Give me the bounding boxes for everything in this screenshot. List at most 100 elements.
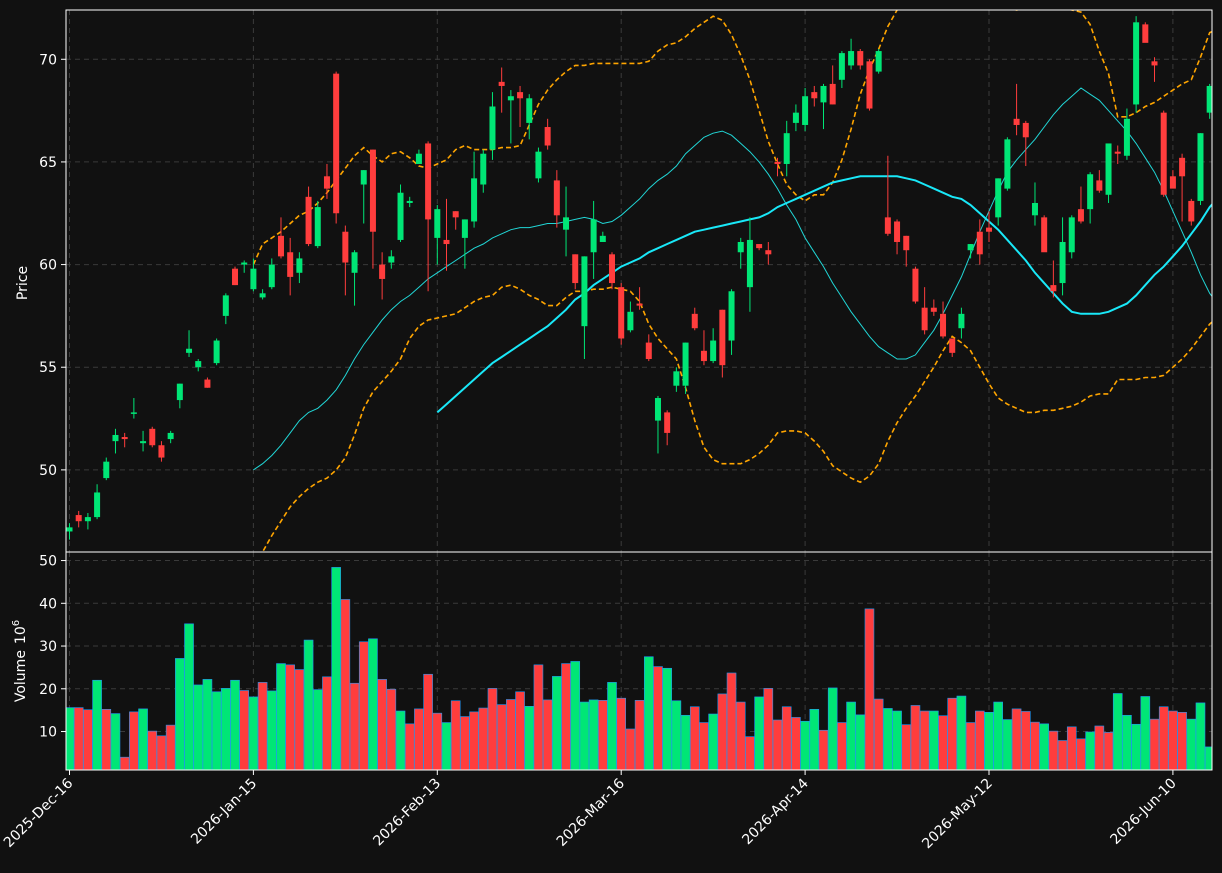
price-grid — [66, 10, 1212, 552]
candle-body — [1022, 122, 1029, 138]
candle-body — [1169, 176, 1176, 189]
volume-bar — [910, 705, 921, 770]
volume-bar — [496, 704, 507, 770]
volume-bar — [570, 661, 581, 770]
volume-bar — [147, 730, 158, 770]
volume-bar — [708, 713, 718, 770]
volume-bar — [809, 709, 820, 770]
volume-bar — [257, 682, 268, 770]
volume-y-axis-ticks: 10 20 30 40 50 — [39, 554, 66, 741]
candle-body — [1123, 118, 1130, 156]
candle-body — [287, 252, 294, 277]
volume-bar — [469, 711, 479, 770]
volume-bar — [763, 688, 774, 770]
candle-body — [838, 53, 845, 80]
volume-bar — [349, 682, 360, 770]
volume-bar — [460, 716, 470, 770]
candle-body — [1188, 200, 1195, 222]
candle-body — [1077, 209, 1084, 222]
candle-body — [158, 445, 165, 458]
date-tick-label: 2026-May-12 — [919, 776, 996, 853]
volume-bar — [837, 722, 847, 770]
candle-body — [471, 178, 478, 222]
volume-bar — [331, 567, 341, 770]
candle-body — [664, 412, 671, 433]
candle-body — [535, 151, 542, 179]
candle-body — [415, 153, 422, 164]
volume-panel-frame — [65, 551, 1213, 771]
volume-bar — [395, 710, 406, 770]
volume-bar — [322, 676, 332, 770]
candle-body — [654, 398, 661, 421]
bollinger-bands — [252, 10, 1212, 552]
candle-body — [480, 153, 487, 185]
candle-body — [121, 437, 128, 440]
volume-bar — [965, 722, 976, 770]
candle-body — [930, 307, 937, 312]
price-axis-label: Price — [15, 266, 31, 300]
candle-body — [1160, 112, 1167, 195]
price-tick-label: 70 — [39, 52, 57, 68]
candle-body — [443, 239, 450, 245]
candle-body — [783, 133, 790, 164]
volume-bar — [1085, 731, 1095, 770]
volume-bar — [1076, 738, 1086, 770]
volume-bar — [938, 715, 948, 770]
candle-body — [305, 196, 312, 245]
volume-bar — [975, 710, 985, 770]
volume-bar — [873, 698, 884, 770]
candle-body — [949, 338, 956, 353]
volume-bar — [1039, 723, 1049, 770]
candle-body — [296, 258, 303, 273]
candle-body — [498, 81, 505, 86]
price-tick-label: 50 — [39, 463, 57, 479]
candle-body — [1179, 157, 1186, 177]
volume-bar — [1094, 725, 1105, 770]
candle-body — [434, 209, 441, 238]
volume-bar — [450, 700, 461, 770]
candle-body — [75, 515, 82, 522]
candle-body — [277, 235, 284, 257]
price-tick-label: 65 — [39, 155, 57, 171]
volume-axis-exponent-base: 10 — [13, 626, 29, 644]
candle-body — [1142, 24, 1149, 43]
slow-moving-average-line — [436, 175, 1212, 414]
volume-bar — [745, 736, 755, 770]
date-tick-label: 2025-Dec-16 — [1, 775, 76, 850]
candle-body — [553, 180, 560, 216]
candle-body — [1105, 143, 1112, 195]
volume-bar — [1131, 723, 1141, 770]
candle-body — [737, 241, 744, 253]
candle-body — [958, 313, 965, 329]
volume-bar — [1158, 706, 1169, 770]
volume-bar — [643, 656, 654, 770]
volume-bar — [846, 701, 856, 770]
volume-bar — [515, 691, 525, 770]
candle-body — [526, 98, 533, 123]
candle-body — [728, 291, 735, 341]
volume-bar — [524, 706, 535, 770]
candle-body — [765, 250, 772, 255]
candle-body — [590, 219, 597, 253]
volume-bar — [193, 684, 204, 770]
price-tick-label: 60 — [39, 258, 57, 274]
candle-body — [360, 170, 367, 185]
volume-bar — [1140, 696, 1151, 770]
candle-body — [691, 313, 698, 329]
volume-bar — [772, 719, 783, 770]
volume-bar — [285, 664, 295, 770]
candle-body — [1096, 180, 1103, 191]
volume-bar — [726, 672, 737, 770]
date-tick-label: 2026-Jun-10 — [1107, 776, 1179, 848]
candle-body — [894, 221, 901, 242]
volume-bar — [607, 682, 617, 770]
volume-tick-label: 30 — [39, 639, 57, 655]
candle-body — [884, 217, 891, 234]
candle-body — [140, 441, 147, 444]
candle-body — [792, 112, 799, 123]
volume-bar — [441, 722, 452, 770]
volume-bar — [735, 701, 746, 770]
volume-bar — [827, 687, 838, 770]
volume-bar — [1103, 732, 1114, 770]
candle-body — [912, 268, 919, 302]
